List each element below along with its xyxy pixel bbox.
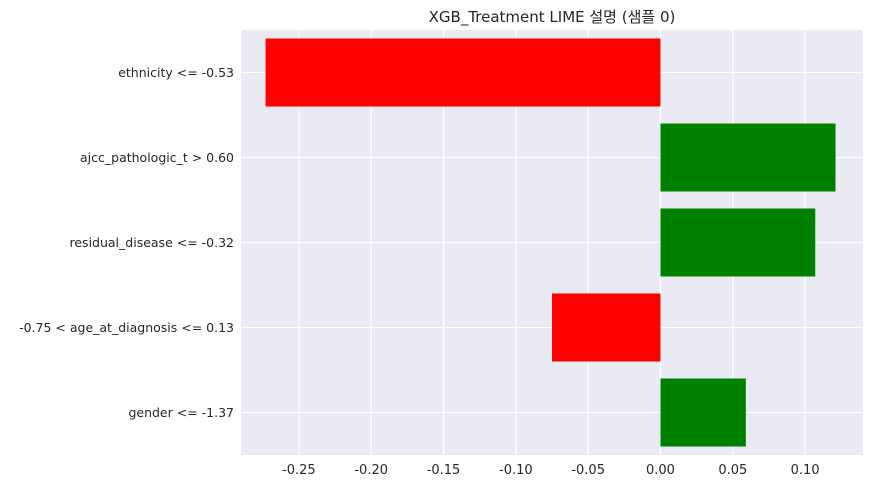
category-label: gender <= -1.37 — [128, 405, 234, 420]
x-tick-labels: -0.25 -0.20 -0.15 -0.10 -0.05 0.00 0.05 0.10 — [282, 463, 820, 478]
category-label: ajcc_pathologic_t > 0.60 — [80, 150, 234, 165]
x-tick-label: -0.05 — [571, 463, 605, 478]
x-tick-label: 0.05 — [718, 463, 747, 478]
category-label: residual_disease <= -0.32 — [70, 235, 235, 250]
category-labels: ethnicity <= -0.53 ajcc_pathologic_t > 0.… — [19, 65, 234, 420]
x-tick-label: -0.25 — [282, 463, 316, 478]
bars — [265, 38, 836, 447]
category-label: ethnicity <= -0.53 — [118, 65, 234, 80]
bar — [552, 293, 661, 362]
bar — [660, 123, 836, 192]
bar — [265, 38, 661, 107]
bar — [660, 208, 816, 277]
bar — [660, 378, 746, 447]
x-tick-label: -0.15 — [427, 463, 461, 478]
x-tick-label: 0.00 — [646, 463, 675, 478]
chart-title: XGB_Treatment LIME 설명 (샘플 0) — [429, 8, 676, 27]
x-tick-label: -0.10 — [499, 463, 533, 478]
x-tick-label: -0.20 — [354, 463, 388, 478]
category-label: -0.75 < age_at_diagnosis <= 0.13 — [19, 320, 234, 335]
x-tick-label: 0.10 — [791, 463, 820, 478]
